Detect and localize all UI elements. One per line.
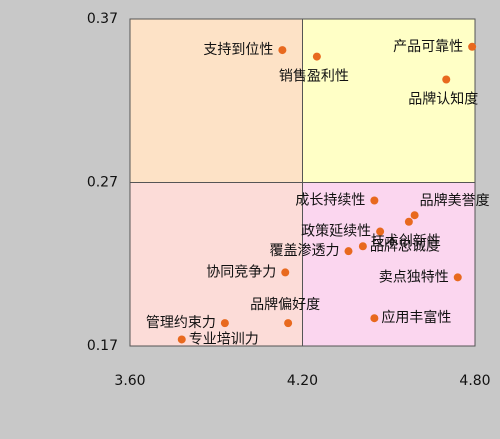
data-point: 应用丰富性 — [370, 309, 451, 326]
data-point: 品牌认知度 — [408, 75, 478, 107]
point-marker — [453, 273, 462, 282]
point-label: 品牌忠诚度 — [370, 237, 440, 254]
point-marker — [358, 242, 367, 251]
x-tick-label: 4.20 — [287, 373, 318, 389]
point-marker — [376, 227, 385, 236]
point-label: 品牌认知度 — [408, 90, 478, 107]
point-label: 卖点独特性 — [379, 269, 449, 285]
data-point: 技术创新性 — [371, 217, 441, 250]
data-point: 品牌忠诚度 — [358, 237, 440, 254]
point-marker — [284, 319, 293, 328]
point-marker — [312, 52, 321, 61]
quadrant-top-left — [130, 19, 303, 183]
point-marker — [177, 335, 186, 344]
point-marker — [278, 46, 287, 55]
point-label: 协同竞争力 — [206, 263, 276, 280]
point-label: 销售盈利性 — [279, 69, 349, 85]
point-label: 技术创新性 — [371, 234, 441, 250]
point-label: 成长持续性 — [295, 191, 365, 208]
data-point: 支持到位性 — [203, 42, 287, 58]
point-marker — [220, 319, 229, 328]
quadrant-bottom-left — [130, 182, 303, 346]
data-point: 协同竞争力 — [206, 263, 290, 280]
data-point: 销售盈利性 — [279, 52, 349, 85]
point-marker — [442, 75, 451, 84]
data-point: 覆盖渗透力 — [270, 243, 353, 259]
point-label: 专业培训力 — [189, 331, 259, 347]
quadrant-bottom-right — [302, 182, 475, 346]
y-axis-ticks: 0.17 0.27 0.37 — [87, 11, 118, 354]
data-point: 卖点独特性 — [379, 269, 462, 285]
point-label: 政策延续性 — [301, 223, 371, 240]
y-tick-label: 0.37 — [87, 11, 118, 27]
point-label: 产品可靠性 — [393, 39, 463, 55]
point-label: 支持到位性 — [203, 42, 273, 58]
point-marker — [370, 314, 379, 323]
point-label: 管理约束力 — [146, 315, 216, 331]
point-label: 应用丰富性 — [381, 309, 451, 326]
point-marker — [404, 217, 413, 226]
data-point: 政策延续性 — [301, 223, 385, 240]
point-marker — [344, 247, 353, 256]
data-point: 品牌偏好度 — [250, 296, 320, 328]
data-point: 成长持续性 — [295, 191, 379, 208]
point-label: 覆盖渗透力 — [270, 243, 340, 259]
y-tick-label: 0.17 — [87, 338, 118, 354]
point-marker — [281, 268, 290, 277]
data-point: 品牌美誉度 — [410, 192, 490, 220]
quadrant-top-right — [302, 19, 475, 183]
point-marker — [468, 42, 477, 51]
x-tick-label: 3.60 — [114, 373, 145, 389]
point-marker — [370, 196, 379, 205]
data-point: 管理约束力 — [146, 315, 229, 331]
quadrant-backgrounds — [130, 19, 475, 346]
x-tick-label: 4.80 — [459, 373, 490, 389]
data-point: 专业培训力 — [177, 331, 259, 347]
y-tick-label: 0.27 — [87, 175, 118, 191]
quadrant-dividers — [130, 19, 475, 346]
plot-frame — [129, 18, 476, 347]
data-point: 产品可靠性 — [393, 39, 477, 55]
point-label: 品牌美誉度 — [420, 192, 490, 209]
point-marker — [410, 211, 419, 220]
x-axis-ticks: 3.60 4.20 4.80 — [114, 373, 490, 389]
point-label: 品牌偏好度 — [250, 296, 320, 313]
